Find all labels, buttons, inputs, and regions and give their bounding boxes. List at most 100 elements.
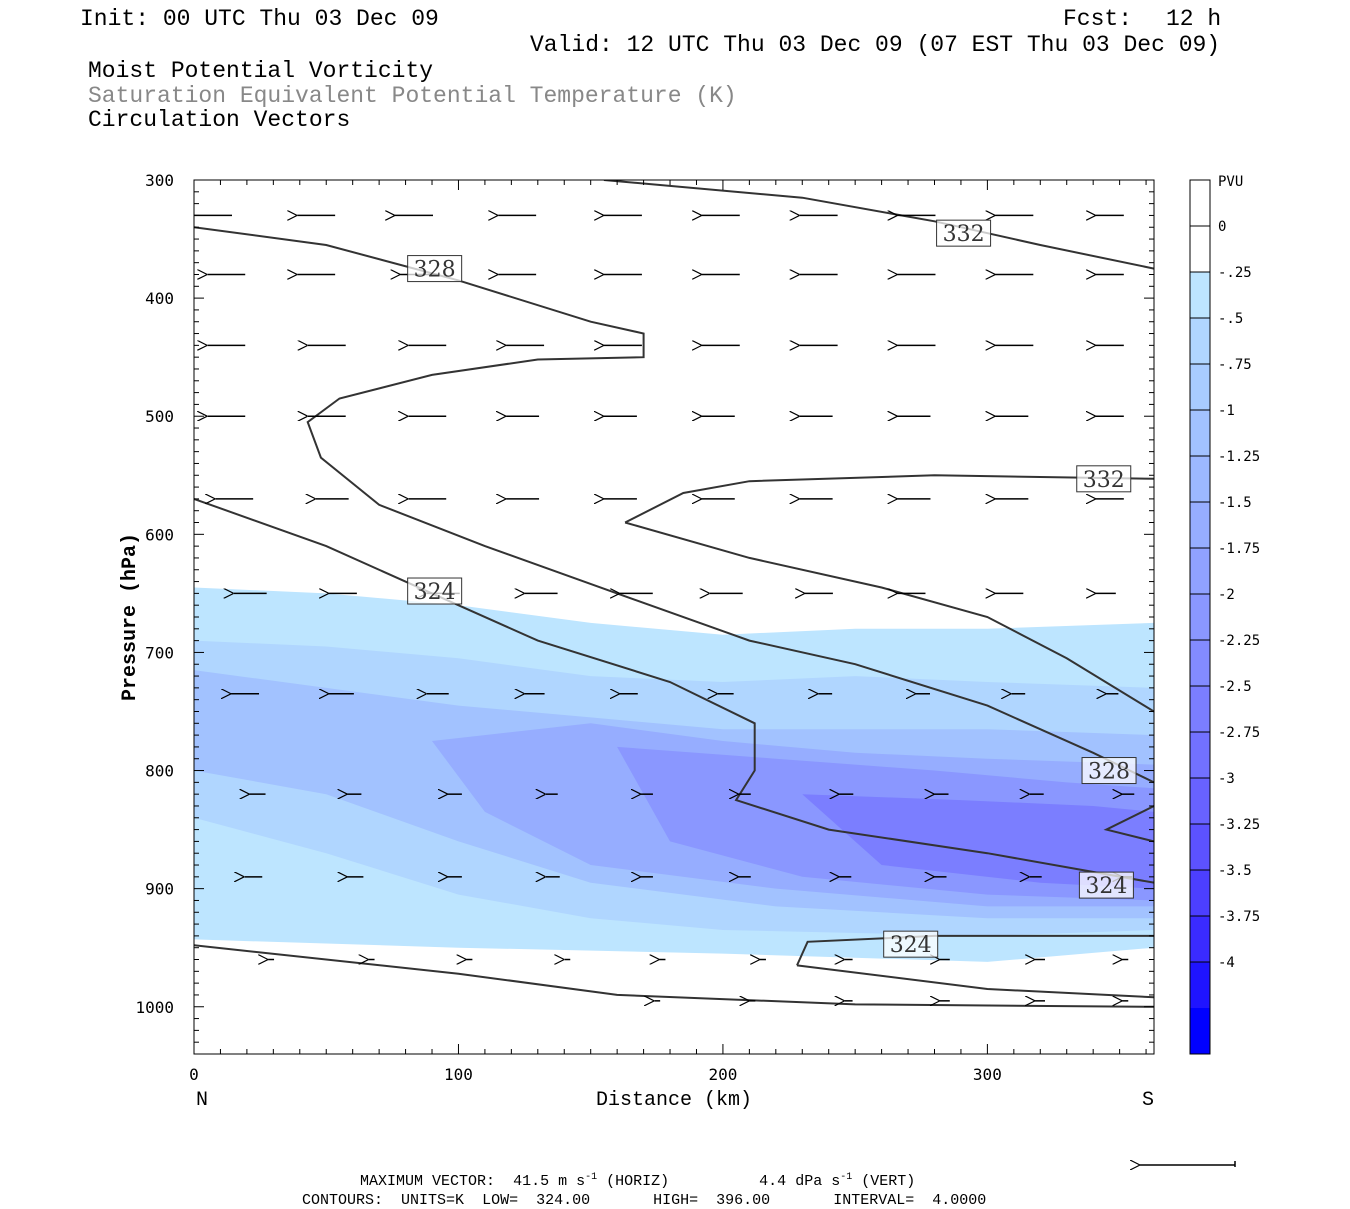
max-vector-vert-unit: dPa s	[795, 1173, 841, 1190]
y-axis-label: Pressure (hPa)	[119, 533, 142, 701]
contours-label: CONTOURS:	[302, 1192, 384, 1209]
theta-contour-6	[796, 934, 1154, 966]
theta-contour-0	[603, 180, 1154, 270]
contour-label-1: 332	[943, 222, 985, 247]
colorbar-label-8: -2	[1218, 587, 1235, 603]
forecast-label: Fcst:	[1063, 6, 1133, 32]
theta-contour-5	[1103, 805, 1154, 843]
x-tick-label-3: 300	[973, 1065, 1002, 1084]
x-tick-label-1: 100	[444, 1065, 473, 1084]
colorbar-label-4: -1	[1218, 403, 1235, 419]
colorbar-label-15: -3.75	[1218, 909, 1260, 925]
contour-label-4: 328	[1088, 760, 1130, 785]
y-tick-label-1: 400	[145, 289, 174, 308]
colorbar-label-12: -3	[1218, 771, 1235, 787]
contour-labels: 328 332 332 324 328 324 324	[407, 219, 1137, 958]
colorbar-swatch-0	[1190, 180, 1210, 226]
contour-label-box-6	[883, 930, 939, 958]
colorbar-swatch-17	[1190, 962, 1210, 1008]
theta-contour-7	[194, 944, 1154, 1008]
colorbar-swatch-16	[1190, 916, 1210, 962]
y-tick-label-7: 1000	[135, 998, 174, 1017]
max-vector-horiz: 41.5	[513, 1173, 550, 1190]
y-tick-label-2: 500	[145, 407, 174, 426]
x-tick-label-2: 200	[708, 1065, 737, 1084]
contour-label-6: 324	[890, 933, 932, 958]
field-title-theta: Saturation Equivalent Potential Temperat…	[88, 83, 737, 109]
contour-label-box-4	[1081, 757, 1137, 785]
max-vector-horiz-tag: (HORIZ)	[606, 1173, 670, 1190]
x-tick-label-0: 0	[189, 1065, 199, 1084]
colorbar-swatch-18	[1190, 1008, 1210, 1054]
colorbar-label-6: -1.5	[1218, 495, 1252, 511]
contour-label-0: 328	[414, 258, 456, 283]
colorbar-swatch-15	[1190, 870, 1210, 916]
colorbar-swatch-3	[1190, 318, 1210, 364]
contours-interval: 4.0000	[932, 1192, 987, 1209]
valid-time: Valid: 12 UTC Thu 03 Dec 09 (07 EST Thu …	[530, 32, 1221, 58]
max-vector-vert-exp: -1	[840, 1172, 853, 1183]
colorbar-label-11: -2.75	[1218, 725, 1260, 741]
colorbar-label-1: -.25	[1218, 265, 1252, 281]
theta-contour-4	[194, 497, 1154, 884]
contour-label-box-1	[936, 219, 992, 247]
colorbar-swatch-10	[1190, 640, 1210, 686]
theta-contours	[194, 180, 1154, 1008]
y-tick-label-5: 800	[145, 762, 174, 781]
colorbar-swatch-2	[1190, 272, 1210, 318]
theta-contour-8	[796, 964, 1154, 999]
contours-low-label: LOW=	[482, 1192, 519, 1209]
x-axis-label: Distance (km)	[596, 1089, 752, 1112]
colorbar-swatch-5	[1190, 410, 1210, 456]
contours-high: 396.00	[716, 1192, 771, 1209]
init-time: Init: 00 UTC Thu 03 Dec 09	[80, 6, 439, 32]
south-label: S	[1142, 1089, 1154, 1112]
max-vector-line: MAXIMUM VECTOR: 41.5 m s-1 (HORIZ) 4.4 d…	[342, 1158, 916, 1190]
theta-contour-2	[194, 226, 1154, 784]
colorbar-swatch-14	[1190, 824, 1210, 870]
y-tick-label-3: 600	[145, 525, 174, 544]
colorbar-label-3: -.75	[1218, 357, 1252, 373]
colorbar-swatch-4	[1190, 364, 1210, 410]
contours-low: 324.00	[536, 1192, 591, 1209]
contour-label-box-2	[1076, 465, 1132, 493]
colorbar-unit: PVU	[1218, 174, 1243, 190]
contours-units: UNITS=K	[401, 1192, 465, 1209]
contours-high-label: HIGH=	[653, 1192, 699, 1209]
max-vector-horiz-exp: -1	[585, 1172, 598, 1183]
colorbar-label-0: 0	[1218, 219, 1226, 235]
contour-label-2: 332	[1083, 468, 1125, 493]
colorbar-swatch-1	[1190, 226, 1210, 272]
colorbar-label-13: -3.25	[1218, 817, 1260, 833]
pv-region-5	[802, 794, 1154, 889]
field-title-vectors: Circulation Vectors	[88, 107, 351, 133]
forecast-hour: 12 h	[1166, 6, 1222, 32]
y-tick-label-6: 900	[145, 880, 174, 899]
y-tick-label-0: 300	[145, 171, 174, 190]
colorbar-swatch-9	[1190, 594, 1210, 640]
colorbar-swatch-11	[1190, 686, 1210, 732]
colorbar-swatch-12	[1190, 732, 1210, 778]
max-vector-horiz-unit: m s	[558, 1173, 586, 1190]
colorbar-label-5: -1.25	[1218, 449, 1260, 465]
contour-label-box-5	[1078, 871, 1134, 899]
colorbar-swatch-8	[1190, 548, 1210, 594]
circulation-vectors	[194, 215, 1135, 1000]
colorbar-swatch-7	[1190, 502, 1210, 548]
contours-interval-label: INTERVAL=	[833, 1192, 915, 1209]
colorbar-swatch-13	[1190, 778, 1210, 824]
max-vector-vert: 4.4	[759, 1173, 787, 1190]
north-label: N	[196, 1089, 208, 1112]
colorbar-label-7: -1.75	[1218, 541, 1260, 557]
pv-colorbar: PVU 0 -.25 -.5 -.75 -1 -1.25 -1.5 -1.75 -2 -2.25 -2…	[1189, 174, 1260, 1055]
colorbar-label-16: -4	[1218, 955, 1235, 971]
contour-label-3: 324	[414, 580, 456, 605]
contours-line: CONTOURS: UNITS=K LOW= 324.00 HIGH= 396.…	[284, 1178, 986, 1208]
max-vector-vert-tag: (VERT)	[861, 1173, 916, 1190]
field-title-pv: Moist Potential Vorticity	[88, 58, 434, 84]
max-vector-label: MAXIMUM VECTOR:	[360, 1173, 496, 1190]
colorbar-label-9: -2.25	[1218, 633, 1260, 649]
colorbar-swatch-6	[1190, 456, 1210, 502]
colorbar-label-10: -2.5	[1218, 679, 1252, 695]
theta-contour-1	[624, 474, 1154, 524]
